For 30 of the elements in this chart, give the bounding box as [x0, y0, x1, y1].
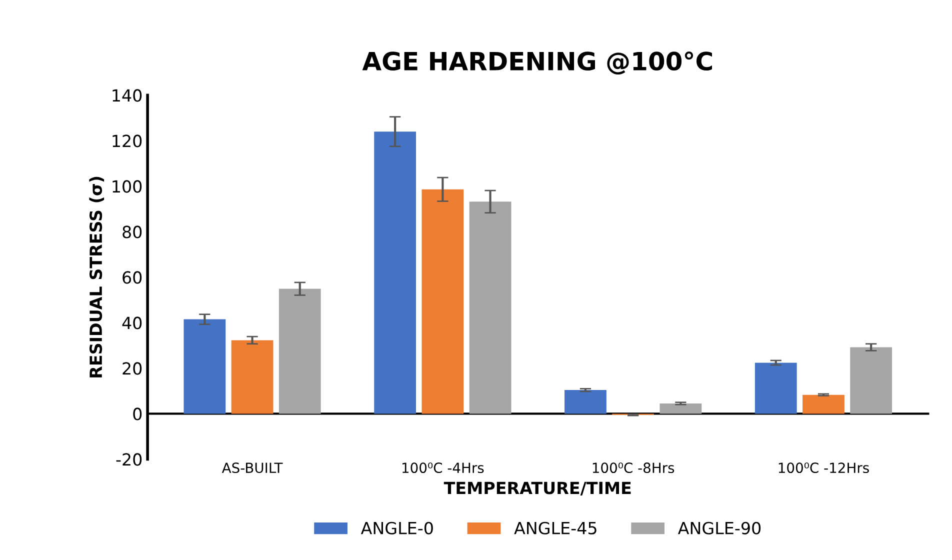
- y-tick-label: 100: [112, 180, 142, 193]
- bar: [374, 132, 416, 414]
- y-tick-label: 0: [133, 408, 142, 420]
- bar: [564, 390, 606, 414]
- y-tick-label: 140: [112, 89, 142, 102]
- x-axis-title: TEMPERATURE/TIME: [444, 482, 631, 496]
- bar: [660, 403, 702, 414]
- y-tick-label: -20: [116, 453, 142, 466]
- x-tick-label: 100⁰C -4Hrs: [402, 462, 484, 474]
- bar: [850, 347, 892, 414]
- bar: [231, 340, 274, 414]
- legend-label: ANGLE-45: [514, 522, 596, 534]
- y-tick-label: 20: [122, 362, 142, 375]
- bar: [184, 319, 226, 414]
- legend-label: ANGLE-0: [360, 522, 433, 534]
- y-tick-label: 80: [122, 226, 142, 238]
- y-tick-label: 120: [112, 134, 142, 148]
- chart-title: AGE HARDENING @100°C: [362, 51, 712, 75]
- bar: [802, 394, 844, 414]
- y-tick-label: 40: [122, 316, 142, 330]
- y-axis-title: RESIDUAL STRESS (σ): [89, 176, 104, 378]
- bar: [278, 288, 321, 414]
- bar: [422, 189, 464, 414]
- bar: [469, 202, 512, 414]
- bar: [754, 362, 797, 414]
- y-tick-label: 60: [122, 271, 142, 284]
- x-tick-label: 100⁰C -8Hrs: [592, 462, 674, 474]
- x-tick-label: AS-BUILT: [222, 462, 283, 474]
- legend-label: ANGLE-90: [678, 522, 761, 534]
- x-tick-label: 100⁰C -12Hrs: [778, 462, 869, 474]
